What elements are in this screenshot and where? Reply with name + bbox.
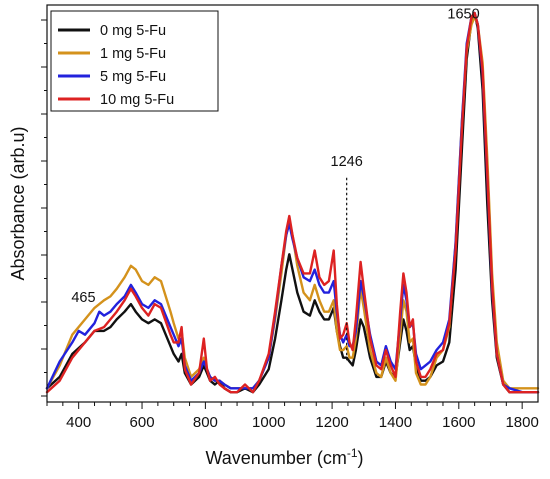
legend-label-2: 1 mg 5-Fu <box>100 46 166 62</box>
annotation-label-3: 465 <box>71 290 95 306</box>
legend-label-1: 0 mg 5-Fu <box>100 23 166 39</box>
x-axis-title: Wavenumber (cm-1) <box>205 446 363 468</box>
legend: 0 mg 5-Fu 1 mg 5-Fu 5 mg 5-Fu 10 mg 5-Fu <box>50 10 219 112</box>
x-tick-label: 1600 <box>442 414 475 431</box>
series-line-1 <box>45 11 540 394</box>
x-tick-label: 600 <box>130 414 155 431</box>
series-group <box>45 11 540 394</box>
series-line-4 <box>45 11 540 394</box>
legend-box <box>50 10 219 112</box>
x-axis-title-close: ) <box>358 448 364 468</box>
x-tick-label: 1800 <box>505 414 538 431</box>
annotations: 1650 1246 465 <box>71 7 480 362</box>
x-tick-label: 1400 <box>379 414 412 431</box>
legend-label-3: 5 mg 5-Fu <box>100 69 166 85</box>
legend-label-4: 10 mg 5-Fu <box>100 92 174 108</box>
x-tick-label: 400 <box>66 414 91 431</box>
x-tick-label: 1200 <box>315 414 348 431</box>
axes: 400 600 800 1000 1200 1400 1600 1800 Wavenumber … <box>8 4 539 468</box>
y-axis-title: Absorbance (arb.u) <box>8 126 28 280</box>
series-line-3 <box>45 11 540 394</box>
x-axis-title-main: Wavenumber (cm <box>205 448 346 468</box>
x-axis-title-sup: -1 <box>347 446 358 460</box>
x-tick-label: 800 <box>193 414 218 431</box>
annotation-label-2: 1246 <box>331 154 363 170</box>
annotation-label-1: 1650 <box>447 7 479 23</box>
x-tick-label: 1000 <box>252 414 285 431</box>
plot-frame <box>46 4 539 403</box>
